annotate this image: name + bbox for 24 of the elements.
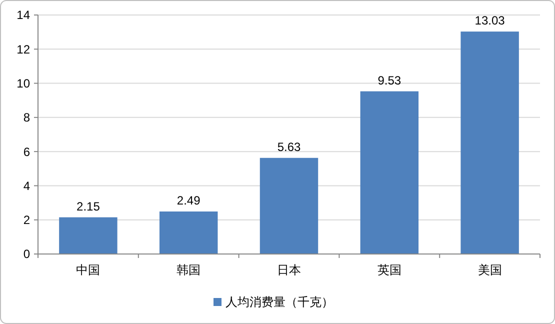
data-label: 5.63 [277, 140, 301, 154]
x-tick-label: 中国 [76, 263, 100, 277]
bar [460, 32, 519, 254]
bar [59, 217, 118, 254]
bar [360, 91, 419, 254]
x-tick-label: 美国 [478, 263, 502, 277]
y-tick-label: 2 [23, 213, 30, 228]
y-tick-label: 0 [23, 247, 30, 262]
bar [159, 211, 218, 254]
data-label: 2.15 [76, 199, 100, 214]
data-label: 13.03 [474, 14, 506, 28]
y-tick-label: 4 [23, 178, 30, 193]
x-tick-label: 韩国 [176, 263, 201, 277]
y-tick-label: 8 [23, 110, 30, 125]
y-tick-label: 14 [16, 8, 30, 22]
y-tick-label: 6 [23, 144, 30, 159]
y-tick-label: 12 [16, 42, 30, 56]
legend-label: 人均消费量（千克） [226, 295, 334, 310]
data-label: 2.49 [176, 193, 201, 208]
y-tick-label: 10 [16, 76, 30, 90]
bar [260, 158, 318, 254]
x-tick-label: 日本 [277, 263, 301, 277]
data-label: 9.53 [378, 73, 402, 88]
x-tick-label: 英国 [377, 263, 402, 277]
